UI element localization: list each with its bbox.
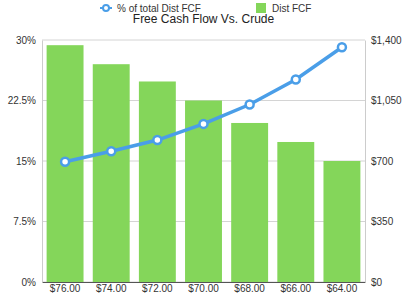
tick: 15% [16, 156, 42, 167]
tick-label: $700 [371, 156, 394, 167]
marker [338, 43, 346, 51]
tick-label: 0% [22, 277, 37, 288]
tick-label: $66.00 [280, 283, 311, 294]
y2-axis: $0 $350 $700 $1,050 $1,400 [365, 35, 402, 288]
tick-label: $64.00 [327, 283, 358, 294]
grid [42, 40, 365, 282]
tick-label: $74.00 [96, 283, 127, 294]
line-series [61, 43, 346, 166]
tick: $1,050 [365, 95, 402, 106]
tick-label: 30% [16, 35, 36, 46]
tick: $68.00 [234, 282, 265, 294]
axis-line [42, 41, 43, 283]
tick: $0 [365, 277, 383, 288]
marker [153, 136, 161, 144]
marker [200, 120, 208, 128]
tick-label: $0 [371, 277, 383, 288]
tick-label: $68.00 [234, 283, 265, 294]
legend-label: Dist FCF [272, 3, 311, 14]
legend-item: Dist FCF [256, 3, 311, 14]
bar [323, 161, 360, 282]
tick: $66.00 [280, 282, 311, 294]
tick: 30% [16, 35, 42, 46]
tick-label: $1,400 [371, 35, 402, 46]
marker [292, 76, 300, 84]
y-axis: 0% 7.5% 15% 22.5% 30% [8, 35, 43, 288]
tick-label: 15% [16, 156, 36, 167]
tick-label: $1,050 [371, 95, 402, 106]
bar [93, 64, 130, 282]
bar [139, 81, 176, 282]
tick-label: $70.00 [188, 283, 219, 294]
tick: $74.00 [96, 282, 127, 294]
tick: $70.00 [188, 282, 219, 294]
legend-item: % of total Dist FCF [100, 3, 201, 14]
tick: 0% [22, 277, 42, 288]
line [65, 47, 342, 162]
marker [107, 147, 115, 155]
grid-line [42, 40, 365, 41]
tick-label: 22.5% [8, 95, 36, 106]
tick: $1,400 [365, 35, 402, 46]
chart: $76.00 $74.00 $72.00 $70.00 $68.00 $66.00 $64.… [0, 0, 418, 300]
bar-series [47, 45, 361, 282]
tick: 22.5% [8, 95, 42, 106]
bar [277, 142, 314, 282]
tick: $700 [365, 156, 394, 167]
legend: % of total Dist FCF Dist FCF [100, 3, 311, 14]
marker [246, 101, 254, 109]
tick: $72.00 [142, 282, 173, 294]
tick-label: $350 [371, 216, 394, 227]
marker [61, 158, 69, 166]
legend-label: % of total Dist FCF [117, 3, 201, 14]
bar [231, 123, 268, 282]
tick-label: $72.00 [142, 283, 173, 294]
tick: $76.00 [50, 282, 81, 294]
tick: $64.00 [327, 282, 358, 294]
tick-label: 7.5% [13, 216, 36, 227]
x-axis: $76.00 $74.00 $72.00 $70.00 $68.00 $66.00 $64.… [43, 282, 366, 294]
legend-marker [103, 5, 109, 11]
axis-line [365, 41, 366, 283]
title: Free Cash Flow Vs. Crude [133, 12, 275, 26]
tick: $350 [365, 216, 394, 227]
tick-label: $76.00 [50, 283, 81, 294]
tick: 7.5% [13, 216, 42, 227]
bar [47, 45, 84, 282]
legend-swatch [256, 3, 266, 13]
plot-area [47, 43, 361, 282]
